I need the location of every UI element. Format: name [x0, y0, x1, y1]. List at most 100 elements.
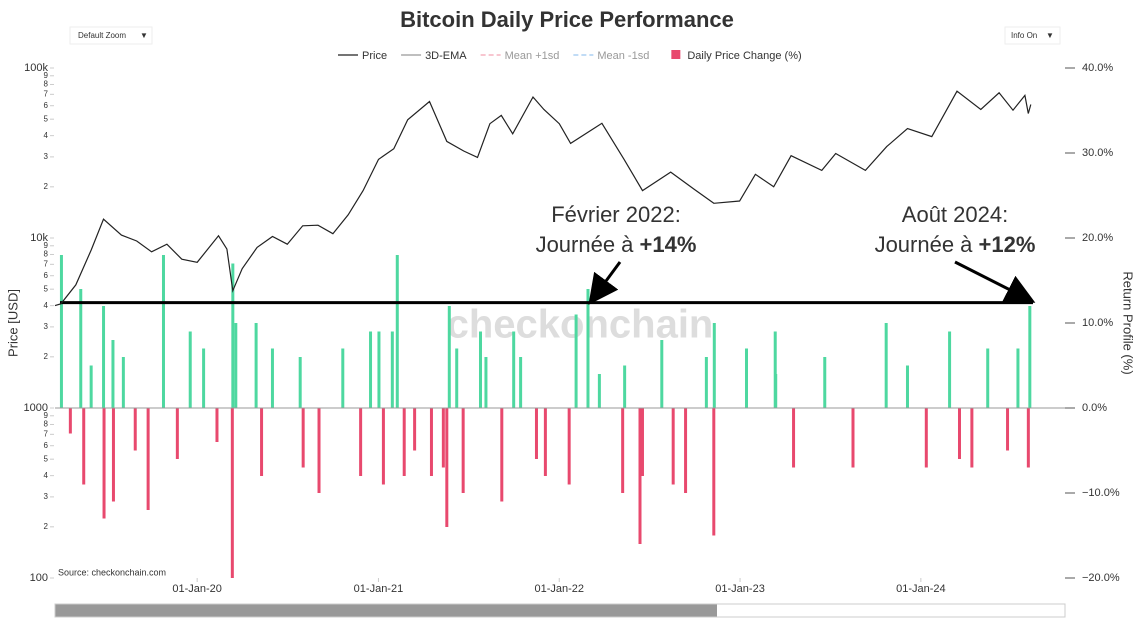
- dropdown-arrow[interactable]: ▼: [140, 31, 148, 40]
- return-bar: [948, 331, 952, 408]
- navigator-mask[interactable]: [55, 604, 717, 617]
- return-bar: [519, 357, 523, 408]
- return-bar: [413, 408, 417, 451]
- return-bar: [161, 255, 165, 408]
- info-button[interactable]: [1004, 26, 1061, 45]
- return-bar: [986, 348, 990, 408]
- return-bar: [359, 408, 363, 476]
- x-tick-label: 01-Jan-22: [534, 583, 584, 595]
- return-bar: [188, 331, 192, 408]
- return-bar: [461, 408, 465, 493]
- return-bar: [597, 374, 601, 408]
- return-bar: [234, 323, 238, 408]
- return-bar: [230, 408, 234, 578]
- return-bar: [684, 408, 688, 493]
- return-bar: [640, 408, 644, 476]
- return-bar: [59, 255, 63, 408]
- y-tick-label: 4: [44, 131, 49, 140]
- return-bar: [1006, 408, 1010, 451]
- return-bar: [381, 408, 385, 485]
- return-bar: [202, 348, 206, 408]
- return-bar: [68, 408, 72, 434]
- zoom-button[interactable]: [69, 26, 153, 45]
- return-bar: [260, 408, 264, 476]
- return-bar: [270, 348, 274, 408]
- return-bar: [402, 408, 406, 476]
- price-line: [54, 90, 1032, 307]
- return-bar: [441, 408, 445, 468]
- annotation-text: Journée à: [536, 232, 640, 257]
- legend-swatch: [671, 50, 681, 59]
- return-bar: [638, 408, 642, 544]
- y-tick-label: 2: [44, 522, 49, 531]
- return-bar: [712, 408, 716, 536]
- return-bar: [395, 255, 399, 408]
- return-bar: [133, 408, 137, 451]
- return-bar: [586, 289, 590, 408]
- return-bar: [369, 331, 373, 408]
- y-tick-label: 5: [44, 114, 49, 123]
- annotation: Février 2022:: [551, 202, 681, 227]
- legend-label: Daily Price Change (%): [687, 50, 801, 62]
- y-tick-label: 9: [44, 71, 49, 80]
- return-bar: [317, 408, 321, 493]
- x-tick-label: 01-Jan-24: [896, 583, 946, 595]
- y-tick-label: 6: [44, 101, 49, 110]
- return-bar: [851, 408, 855, 468]
- y2-tick-label: 30.0%: [1082, 147, 1113, 159]
- return-bar: [884, 323, 888, 408]
- return-bar: [447, 306, 451, 408]
- y-tick-label: 2: [44, 352, 49, 361]
- y-axis-title: Price [USD]: [5, 289, 20, 357]
- navigator[interactable]: [54, 603, 1066, 618]
- return-bar: [89, 365, 93, 408]
- y-tick-label: 10k: [30, 232, 48, 244]
- chart-title: Bitcoin Daily Price Performance: [400, 7, 734, 32]
- dropdown-arrow[interactable]: ▼: [1046, 31, 1054, 40]
- return-bar: [744, 348, 748, 408]
- arrow: [954, 260, 1036, 303]
- return-bar: [175, 408, 179, 459]
- return-bar: [82, 408, 86, 485]
- return-bar: [231, 263, 235, 408]
- return-bar: [102, 306, 106, 408]
- return-bar: [1016, 348, 1020, 408]
- return-bar: [534, 408, 538, 459]
- return-bar: [377, 331, 381, 408]
- return-bar: [671, 408, 675, 485]
- return-bar: [484, 357, 488, 408]
- annotation-text: Journée à: [875, 232, 979, 257]
- return-bar: [567, 408, 571, 485]
- y-tick-label: 3: [44, 322, 49, 331]
- info-label[interactable]: Info On: [1011, 31, 1037, 40]
- return-bar: [543, 408, 547, 476]
- return-bar: [111, 408, 115, 502]
- source: Source: checkonchain.com: [58, 567, 166, 577]
- return-bar: [704, 357, 708, 408]
- legend-label: 3D-EMA: [425, 50, 467, 62]
- return-bar: [478, 331, 482, 408]
- return-bar: [215, 408, 219, 442]
- zoom-label[interactable]: Default Zoom: [78, 31, 126, 40]
- return-bar: [823, 357, 827, 408]
- return-bar: [298, 357, 302, 408]
- legend-label: Price: [362, 50, 387, 62]
- y-tick-label: 3: [44, 492, 49, 501]
- y-tick-label: 8: [44, 80, 49, 89]
- return-bar: [254, 323, 258, 408]
- y2-tick-label: 0.0%: [1082, 402, 1107, 414]
- return-bar: [111, 340, 115, 408]
- return-bar: [774, 374, 778, 408]
- annotation: Août 2024:: [902, 202, 1008, 227]
- return-bar: [429, 408, 433, 476]
- watermark: checkonchain: [447, 303, 714, 347]
- y-tick-label: 4: [44, 301, 49, 310]
- y-tick-label: 7: [44, 259, 49, 268]
- y2-tick-label: −10.0%: [1082, 487, 1120, 499]
- x-tick-label: 01-Jan-21: [354, 583, 404, 595]
- return-bar: [500, 408, 504, 502]
- return-bar: [957, 408, 961, 459]
- return-bar: [445, 408, 449, 527]
- arrow: [588, 261, 622, 305]
- legend-label: Mean +1sd: [505, 50, 560, 62]
